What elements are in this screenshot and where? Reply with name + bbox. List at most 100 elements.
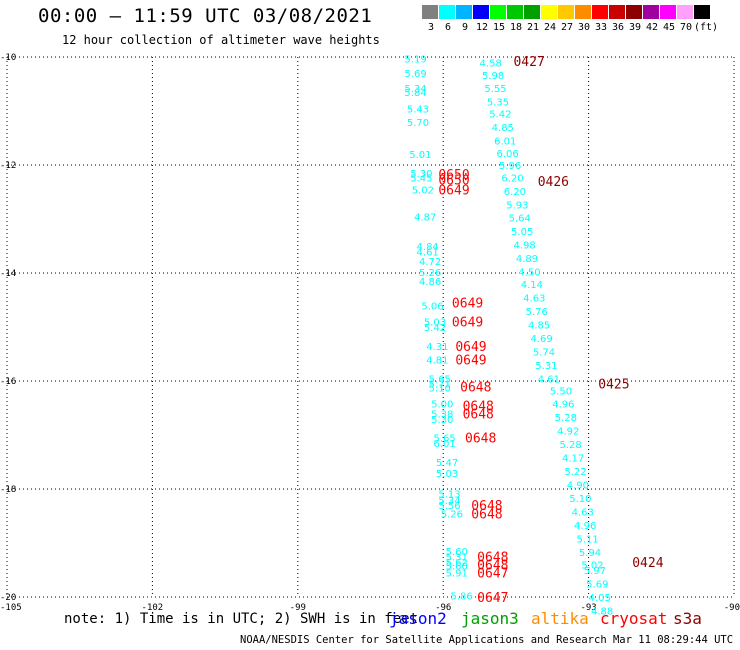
- legend-label: 36: [612, 22, 625, 33]
- legend-label: 21: [527, 22, 540, 33]
- wave-height-value: 4.87: [414, 212, 436, 223]
- wave-height-value: 5.30: [431, 415, 453, 426]
- wave-height-value: 4.98: [513, 240, 535, 251]
- pass-time-label: 0650: [438, 168, 469, 183]
- wave-height-value: 5.69: [586, 580, 608, 591]
- wave-height-value: 4.17: [562, 454, 584, 465]
- pass-time-label: 0649: [455, 353, 486, 368]
- wave-height-value: 4.86: [419, 277, 441, 288]
- legend-label: 12: [476, 22, 489, 33]
- pass-time-label: 0648: [465, 432, 496, 447]
- legend-label: (ft): [694, 22, 719, 33]
- wave-height-value: 4.89: [516, 254, 538, 265]
- wave-height-value: 4.31: [426, 342, 448, 353]
- x-tick-label: -102: [142, 603, 164, 613]
- wave-height-value: 4.14: [521, 280, 543, 291]
- wave-height-value: 5.31: [535, 361, 557, 372]
- legend-swatch: [694, 5, 711, 19]
- satellite-label-cryosat: cryosat: [600, 609, 668, 628]
- wave-height-value: 5.97: [584, 566, 606, 577]
- satellite-label-jason2: jason2: [389, 609, 447, 628]
- wave-height-value: 5.26: [441, 509, 463, 520]
- pass-time-label: 0426: [538, 175, 569, 190]
- wave-height-value: 5.42: [424, 323, 446, 334]
- wave-height-value: 5.19: [404, 55, 426, 66]
- pass-time-label: 0648: [460, 380, 491, 395]
- satellite-label-s3a: s3a: [673, 609, 702, 628]
- y-tick-label: -10: [0, 53, 16, 63]
- wave-height-value: 5.26: [419, 268, 441, 279]
- wave-height-value: 6.06: [497, 149, 519, 160]
- wave-height-value: 6.20: [501, 173, 523, 184]
- legend-swatch: [609, 5, 626, 19]
- wave-height-value: 5.65: [429, 374, 451, 385]
- legend-label: 15: [493, 22, 506, 33]
- legend-label: 27: [561, 22, 574, 33]
- credit-line: NOAA/NESDIS Center for Satellite Applica…: [240, 634, 740, 646]
- wave-height-value: 6.20: [504, 187, 526, 198]
- legend-swatch: [677, 5, 694, 19]
- wave-height-value: 5.34: [438, 496, 460, 507]
- y-tick-label: -14: [0, 269, 16, 279]
- wave-height-value: 4.85: [492, 123, 514, 134]
- wave-height-value: 5.45: [410, 173, 432, 184]
- wave-height-value: 4.61: [417, 247, 439, 258]
- wave-height-value: 5.42: [489, 110, 511, 121]
- wave-height-value: 5.13: [438, 489, 460, 500]
- wave-height-value: 4.92: [557, 427, 579, 438]
- legend-label: 70: [680, 22, 693, 33]
- wave-height-value: 4.58: [480, 58, 502, 69]
- wave-height-value: 5.69: [404, 69, 426, 80]
- wave-height-value: 4.96: [552, 400, 574, 411]
- wave-height-value: 5.65: [434, 434, 456, 445]
- wave-height-value: 4.50: [518, 267, 540, 278]
- legend-label: 42: [646, 22, 659, 33]
- wave-height-value: 5.03: [424, 318, 446, 329]
- wave-height-value: 4.85: [528, 320, 550, 331]
- wave-height-value: 5.47: [436, 458, 458, 469]
- pass-time-label: 0648: [463, 399, 494, 414]
- wave-height-value: 5.03: [436, 469, 458, 480]
- legend-label: 24: [544, 22, 557, 33]
- legend-label: 9: [462, 22, 469, 33]
- wave-height-value: 6.01: [434, 439, 456, 450]
- wave-height-value: 5.74: [533, 347, 555, 358]
- pass-time-label: 0648: [463, 407, 494, 422]
- pass-time-label: 0647: [477, 567, 508, 582]
- wave-height-value: 4.84: [417, 242, 439, 253]
- legend-label: 18: [510, 22, 523, 33]
- wave-height-value: 5.38: [431, 409, 453, 420]
- legend-swatch: [626, 5, 643, 19]
- wave-height-value: 4.63: [572, 508, 594, 519]
- wave-height-value: 5.96: [499, 161, 521, 172]
- pass-time-label: 0650: [438, 174, 469, 189]
- wave-height-value: 4.96: [574, 521, 596, 532]
- pass-time-label: 0649: [438, 183, 469, 198]
- wave-height-value: 5.28: [560, 440, 582, 451]
- page-subtitle: 12 hour collection of altimeter wave hei…: [62, 33, 380, 47]
- wave-height-value: 4.90: [567, 481, 589, 492]
- x-tick-label: -90: [724, 603, 740, 613]
- wave-height-value: 5.55: [484, 84, 506, 95]
- legend-label: 45: [663, 22, 676, 33]
- wave-height-value: 4.81: [426, 355, 448, 366]
- legend-swatch: [473, 5, 490, 19]
- pass-time-label: 0649: [452, 316, 483, 331]
- legend-swatch: [456, 5, 473, 19]
- y-tick-label: -12: [0, 161, 16, 171]
- legend-swatch: [541, 5, 558, 19]
- wave-height-value: 5.11: [576, 535, 598, 546]
- legend-swatch: [575, 5, 592, 19]
- y-tick-label: -20: [0, 593, 16, 603]
- wave-height-value: 5.02: [412, 185, 434, 196]
- wave-height-value: 4.63: [523, 293, 545, 304]
- wave-height-value: 5.28: [555, 413, 577, 424]
- wave-height-value: 5.76: [526, 307, 548, 318]
- pass-time-label: 0425: [598, 378, 629, 393]
- legend-label: 33: [595, 22, 608, 33]
- wave-height-value: 5.60: [446, 562, 468, 573]
- wave-height-value: 5.98: [482, 71, 504, 82]
- wave-height-value: 6.01: [494, 137, 516, 148]
- wave-height-value: 5.43: [407, 104, 429, 115]
- wave-height-value: 5.64: [509, 213, 531, 224]
